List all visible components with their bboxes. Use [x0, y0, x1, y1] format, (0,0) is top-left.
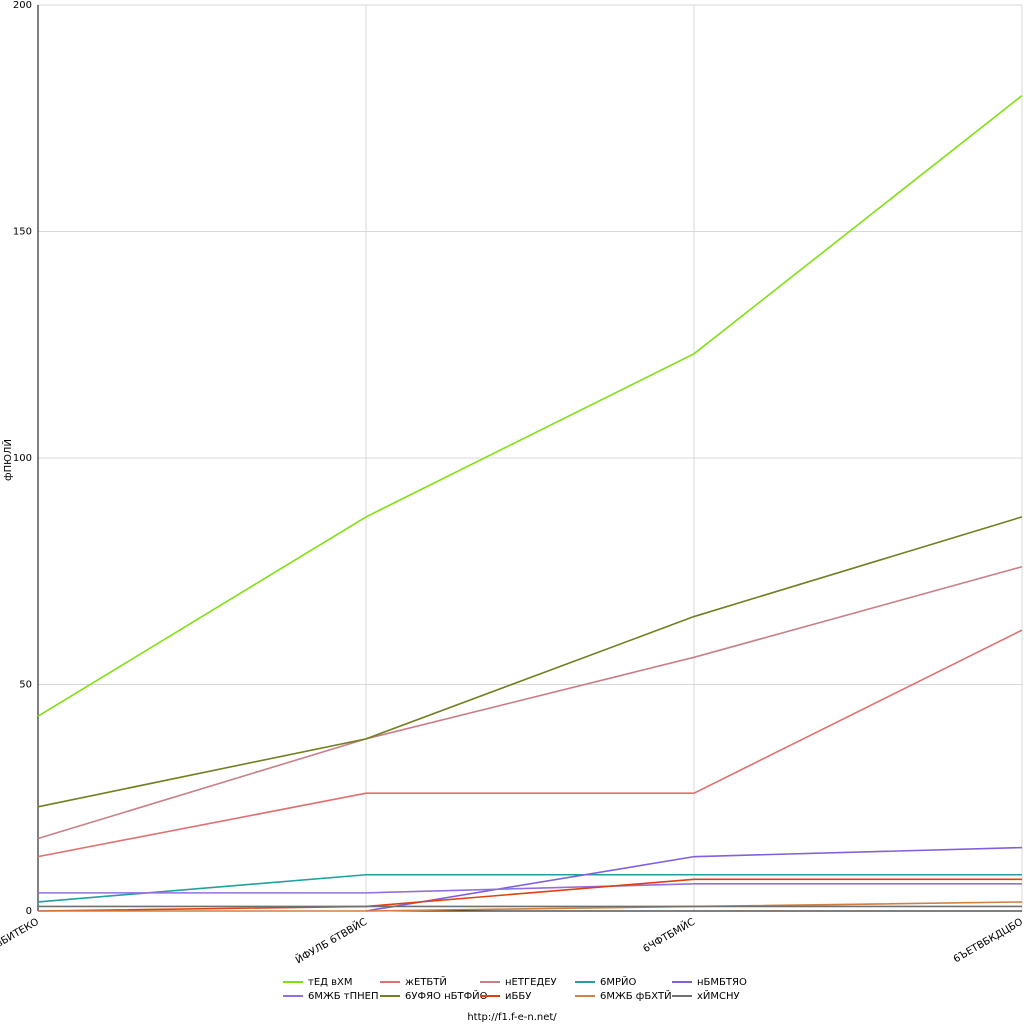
legend-label: 6МЖБ тПНЕП [308, 991, 379, 1002]
x-tick-label: вБИТЕКО [0, 917, 41, 950]
series-line [37, 516, 1023, 808]
series-line [37, 873, 1022, 903]
legend-label: хЙМСНУ [697, 989, 740, 1002]
y-tick-label: 0 [26, 906, 32, 917]
x-tick-label: 6ЪЕТВБКДЦБО [952, 917, 1024, 966]
y-tick-label: 150 [13, 227, 32, 238]
y-tick-label: 100 [13, 453, 32, 464]
x-tick-label: ЙФУЛБ 6ТВВЙС [293, 915, 369, 966]
y-tick-label: 200 [13, 0, 32, 11]
legend-label: тЕД вХМ [308, 977, 353, 988]
x-tick-label: 6ЧФТБМЙС [640, 915, 697, 955]
legend-label: нБМБТЯО [697, 977, 747, 988]
legend-label: 6УФЯО нБТФЙО [405, 989, 488, 1002]
legend-label: 6МЖБ фБХТЙ [600, 989, 672, 1002]
y-axis-label: фПЮЛЙ [1, 439, 14, 481]
series-line [38, 901, 1023, 912]
series-line [37, 629, 1023, 858]
legend-label: нЕТГЕДЕУ [505, 977, 557, 988]
y-tick-label: 50 [19, 680, 32, 691]
legend-label: 6МРЙО [600, 975, 637, 988]
series-line [365, 846, 1023, 912]
series-line [37, 878, 1022, 912]
legend-label: жЕТБТЙ [405, 975, 447, 988]
footer: http://f1.f-e-n.net/ [467, 1012, 557, 1023]
series-line [37, 94, 1023, 717]
series-line [37, 565, 1023, 840]
legend-label: иББУ [505, 991, 531, 1002]
series-line [38, 883, 1022, 894]
